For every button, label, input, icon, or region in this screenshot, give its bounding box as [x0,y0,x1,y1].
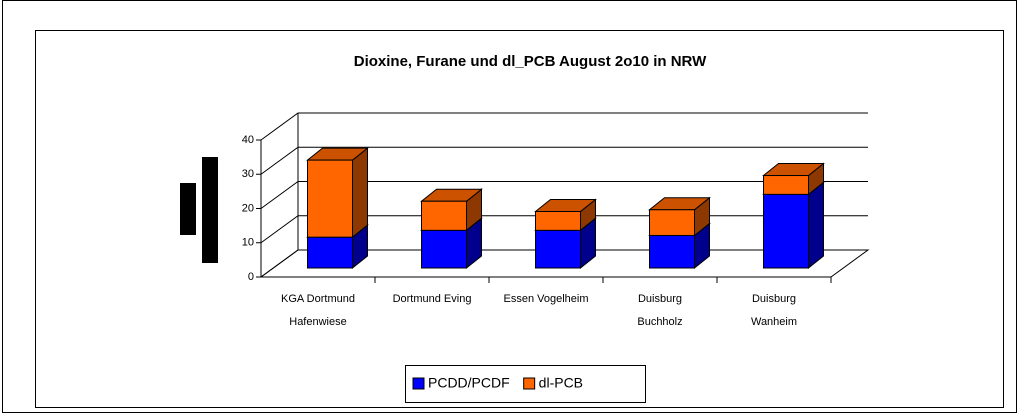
legend-label: dl-PCB [539,375,583,391]
x-tick-label: Dortmund Eving [393,293,472,305]
y-tick-label: 40 [242,134,254,146]
y-tick-label: 10 [242,237,254,249]
redaction [180,183,196,235]
y-tick-label: 0 [248,271,254,283]
x-tick-label: Duisburg [638,293,682,305]
bar-front [535,229,581,269]
grid-line [260,181,868,209]
legend-items: PCDD/PCDF dl-PCB [412,375,583,391]
bar-front [307,236,353,269]
legend-swatch [412,377,425,390]
legend-swatch [523,377,536,390]
bar-side [352,147,368,239]
x-tick-label: Buchholz [637,316,682,328]
chart-title: Dioxine, Furane und dl_PCB August 2o10 i… [354,53,707,70]
bar-segment [648,196,711,237]
y-tick-label: 20 [242,202,254,214]
y-tick-label: 30 [242,168,254,180]
legend-label: PCDD/PCDF [428,375,510,391]
grid-line [260,112,868,141]
bar-front [763,175,809,195]
bar-segment [306,147,369,239]
bar-front [763,193,809,269]
x-tick-label: Essen Vogelheim [504,293,589,305]
chart-area [35,30,1004,408]
bar-front [535,210,581,231]
bar-segment [534,198,597,232]
bar-front [307,159,353,238]
bar-front [421,200,467,231]
bar-front [421,229,467,269]
grid-line [260,146,868,175]
bar-segment [420,188,483,232]
x-tick-label: KGA Dortmund [281,293,355,305]
bar-front [649,209,695,236]
bar-side [808,181,824,270]
x-tick-label: Wanheim [751,316,797,328]
bar-front [649,234,695,269]
bar-segment [762,181,825,270]
redaction [202,157,218,263]
x-tick-label: Duisburg [752,293,796,305]
bar-segment [762,162,825,196]
plot: 0 10 20 30 40 KGA Dortmund Hafenwiese Dortmund … [242,112,870,328]
x-tick-label: Hafenwiese [289,316,346,328]
